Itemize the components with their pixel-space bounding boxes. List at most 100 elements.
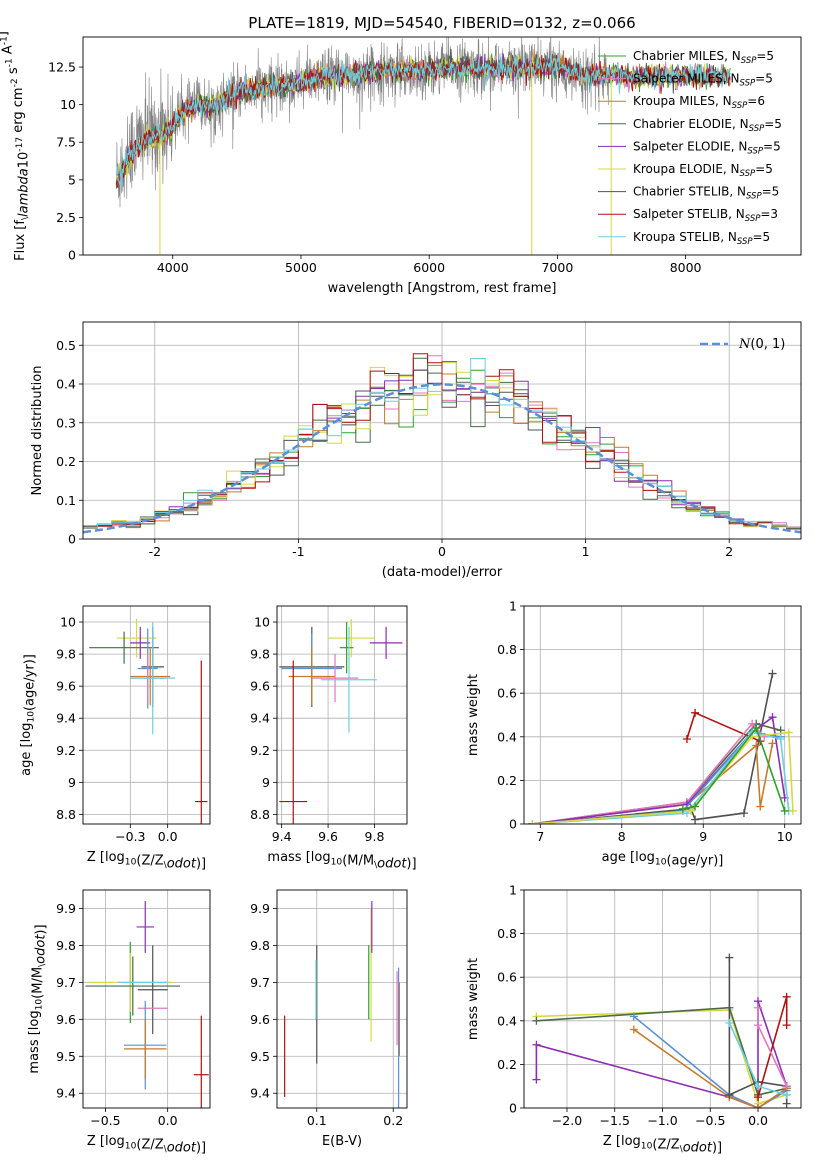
mathtext-run: (Z/Z [136,853,163,868]
mass-weight-series [682,726,786,812]
mathtext-script: 10 [125,1141,137,1151]
legend-entry: Chabrier MILES, NSSP=5 [633,49,774,66]
legend-sub: SSP [747,146,763,156]
mathtext-run: Flux [f [13,220,28,261]
mathtext-script: \ [20,216,30,220]
error-bar-point [279,660,308,824]
mathtext-script: 10 [331,857,343,867]
y-tick-label: 12.5 [48,60,76,75]
error-bar-point [288,647,336,706]
y-tick-label: 0.8 [497,926,517,941]
legend-label: Chabrier MILES, N [633,49,741,63]
legend-sub: SSP [749,124,765,134]
y-tick-label: 9.5 [250,1049,270,1064]
x-axis-label: Z [log10(Z/Z\odot)] [87,1134,206,1156]
y-tick-label: 9.2 [250,743,270,758]
mathtext-run: odot [683,1141,713,1156]
legend-sub: SSP [732,101,748,111]
error-bar-point [369,626,403,659]
error-bar-point [116,618,157,658]
legend-entry: Salpeter STELIB, NSSP=3 [633,207,778,224]
legend-sub: SSP [746,192,762,202]
mass-weight-marker [528,820,537,824]
axes-frame [82,36,802,256]
mass-weight-marker [691,708,700,717]
y-tick-label: 9 [68,775,76,790]
mathtext-run: Z [log [87,850,125,865]
mass-weight-marker [678,804,687,813]
y-tick-label: 10 [60,97,76,112]
x-tick-label: 8 [618,829,626,844]
legend-sub: SSP [740,169,756,179]
legend-label: Salpeter ELODIE, N [633,139,747,153]
y-tick-label: 0.4 [56,377,76,392]
legend-label: Salpeter MILES, N [633,72,740,86]
x-tick-label: 8000 [670,260,702,275]
mathtext-script: 10 [125,857,137,867]
panel-spectrum: 4000 5000 6000 7000 8000 0 2.5 5 7.5 10 12.5 wavele… [0,31,802,296]
y-tick-label: 5 [68,172,76,187]
axes-frame [82,889,211,1109]
x-tick-label: −1.0 [647,1113,677,1128]
mathtext-script: -17 [15,137,25,152]
mass-weight-marker [754,1003,763,1012]
mass-weight-marker [768,713,777,722]
x-tick-label: 1 [582,544,590,559]
mathtext-run: mass [log [267,850,330,865]
y-tick-label: 0.4 [497,1013,517,1028]
y-tick-label: 9.4 [56,711,76,726]
normal-distribution-line [83,383,801,534]
y-axis-label: mass weight [466,674,481,756]
legend-entry: Chabrier STELIB, NSSP=5 [633,185,779,202]
mass-weight-marker [782,1082,791,1091]
mathtext-run: )] [196,857,206,872]
x-tick-label: 6000 [413,260,445,275]
mass-weight-series [531,722,765,824]
axes-frame [523,605,802,825]
model-spectrum-line [115,48,731,185]
mathtext-run: s [6,67,21,78]
mathtext-run: (M/M [342,853,374,868]
mathtext-script: \ [680,1145,684,1155]
y-tick-label: 0.1 [56,493,76,508]
mass-weight-marker [629,1012,638,1021]
y-tick-label: 10 [60,615,76,630]
legend-label: Chabrier ELODIE, N [633,117,749,131]
legend-tail: =3 [760,207,778,221]
mathtext-run: ] [0,31,10,36]
y-tick-label: 9.7 [56,975,76,990]
figure-title: PLATE=1819, MJD=54540, FIBERID=0132, z=0… [248,14,635,32]
mass-weight-marker [748,719,757,728]
mass-weight-marker [687,806,696,815]
y-tick-label: 9.4 [250,711,270,726]
mathtext-run: 10 [16,152,31,169]
mathtext-run: )] [406,857,416,872]
x-axis-label: Z [log10(Z/Z\odot)] [87,850,206,872]
y-axis-label: age [log10(age/yr)] [19,654,37,776]
x-axis-label: (data-model)/error [382,565,503,580]
y-tick-label: 9.4 [56,1086,76,1101]
mathtext-run: mass weight [466,958,481,1040]
mathtext-script: 10 [655,857,667,867]
mathtext-run: (Z/Z [652,1137,679,1152]
y-tick-label: 7.5 [56,135,76,150]
axes-frame [276,889,408,1109]
y-tick-label: 0.3 [56,415,76,430]
error-bar-point [124,1019,167,1079]
y-tick-label: 0 [68,248,76,263]
axes-frame [523,889,802,1109]
legend-label: Salpeter STELIB, N [633,207,745,221]
x-tick-label: −0.5 [90,1113,120,1128]
legend-sub: SSP [740,79,756,89]
legend-sub: SSP [741,56,757,66]
residual-histogram-line [83,353,801,530]
mathtext-run: age [log [602,850,655,865]
x-tick-label: 0.0 [158,829,178,844]
y-tick-label: 0.2 [56,454,76,469]
plot-area [277,606,407,824]
y-axis-label: mass [log10(M/M\odot)] [27,924,49,1073]
mathtext-run: )] [196,1141,206,1156]
y-tick-label: 9.2 [56,743,76,758]
error-bar-point [136,901,154,953]
